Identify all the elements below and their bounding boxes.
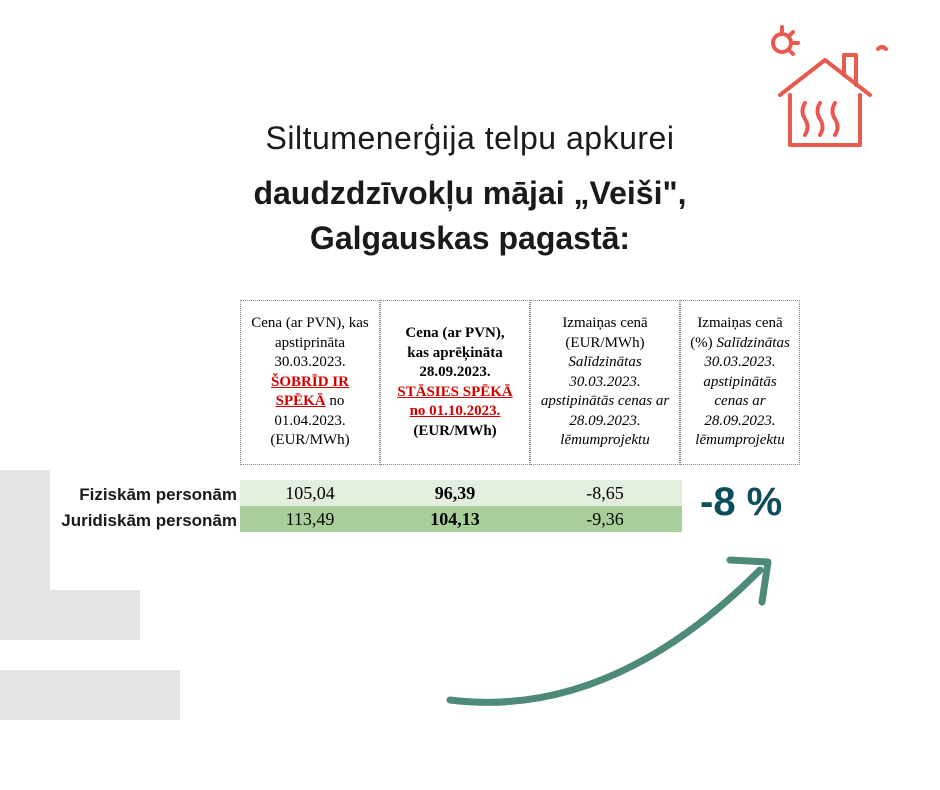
- arrow-icon: [430, 540, 790, 710]
- row-labels: Fiziskām personām Juridiskām personām: [32, 482, 237, 534]
- cell: 113,49: [240, 506, 380, 532]
- price-table-headers: Cena (ar PVN), kas apstiprināta 30.03.20…: [240, 300, 800, 465]
- header-col-1: Cena (ar PVN), kas apstiprināta 30.03.20…: [240, 300, 380, 465]
- price-table-body: 105,04 96,39 -8,65 113,49 104,13 -9,36: [240, 480, 682, 532]
- percent-change-badge: -8 %: [700, 480, 782, 525]
- table-row: 105,04 96,39 -8,65: [240, 480, 682, 506]
- header-col-3: Izmaiņas cenā (EUR/MWh) Salīdzinātas 30.…: [530, 300, 680, 465]
- header-col-4: Izmaiņas cenā (%) Salīdzinātas 30.03.202…: [680, 300, 800, 465]
- header-col-2: Cena (ar PVN), kas aprēķināta 28.09.2023…: [380, 300, 530, 465]
- cell: 104,13: [380, 506, 530, 532]
- cell: 96,39: [380, 480, 530, 506]
- cell: -8,65: [530, 480, 680, 506]
- cell: -9,36: [530, 506, 680, 532]
- title-line-1: Siltumenerģija telpu apkurei: [80, 120, 860, 157]
- table-row: 113,49 104,13 -9,36: [240, 506, 682, 532]
- title-line-2: daudzdzīvokļu mājai „Veiši", Galgauskas …: [80, 171, 860, 261]
- row-label-1: Fiziskām personām: [32, 482, 237, 508]
- row-label-2: Juridiskām personām: [32, 508, 237, 534]
- page-title: Siltumenerģija telpu apkurei daudzdzīvok…: [0, 120, 940, 261]
- cell: 105,04: [240, 480, 380, 506]
